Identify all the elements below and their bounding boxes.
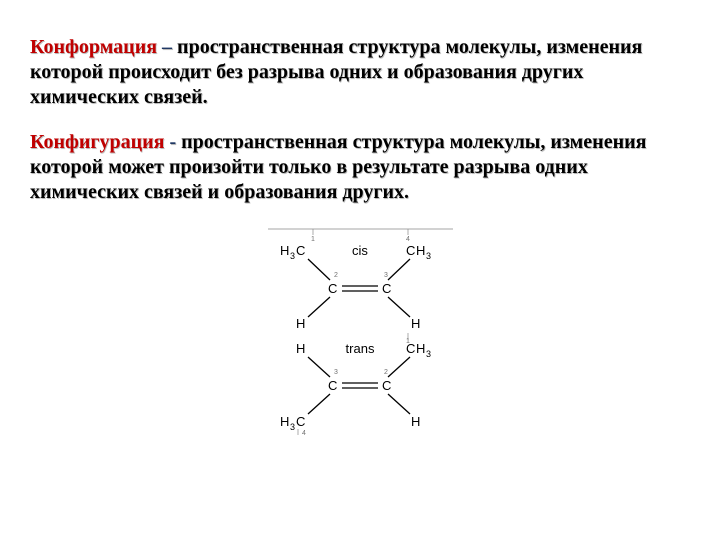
term-conformation: Конформация (30, 36, 157, 58)
cis-num-3: 3 (384, 272, 388, 279)
cis-c2: C (382, 281, 391, 296)
trans-bond-tr (388, 357, 410, 377)
cis-trans-diagram: 1 4 H 3 C C H 3 cis C C 2 3 (258, 225, 463, 435)
cis-ch3-right-sub: 3 (426, 251, 431, 261)
trans-h-tl: H (296, 341, 305, 356)
trans-h3c-h: H (280, 414, 289, 429)
diagram-container: 1 4 H 3 C C H 3 cis C C 2 3 (30, 225, 690, 435)
trans-h-br: H (411, 414, 420, 429)
cis-bond-tl (308, 259, 330, 280)
trans-num-2: 2 (384, 369, 388, 376)
cis-h3c-left-c: C (296, 243, 305, 258)
trans-ruler-4: 4 (302, 430, 306, 435)
cis-h-br: H (411, 316, 420, 331)
cis-bond-br (388, 297, 410, 317)
dash-1: – (157, 36, 177, 58)
term-configuration: Конфигурация (30, 131, 164, 153)
trans-ch3-sub: 3 (426, 349, 431, 359)
trans-ruler-1: 1 (406, 338, 410, 345)
cis-h3c-left: H (280, 243, 289, 258)
cis-h-bl: H (296, 316, 305, 331)
trans-bond-tl (308, 357, 330, 377)
dash-2: - (164, 131, 181, 153)
cis-bond-tr (388, 259, 410, 280)
definition-conformation: Конформация – пространственная структура… (30, 35, 690, 110)
cis-label: cis (352, 243, 368, 258)
cis-ch3-right-c: C (406, 243, 415, 258)
cis-bond-bl (308, 297, 330, 317)
trans-ch3-h: H (416, 341, 425, 356)
trans-num-3: 3 (334, 369, 338, 376)
ruler-num-4: 4 (406, 236, 410, 243)
trans-h3c-c: C (296, 414, 305, 429)
cis-c1: C (328, 281, 337, 296)
cis-num-2: 2 (334, 272, 338, 279)
definition-configuration: Конфигурация - пространственная структур… (30, 130, 690, 205)
ruler-num-1: 1 (311, 236, 315, 243)
cis-h3c-left-sub: 3 (290, 251, 295, 261)
trans-c2: C (382, 378, 391, 393)
trans-c1: C (328, 378, 337, 393)
trans-h3c-sub: 3 (290, 422, 295, 432)
slide-content: Конформация – пространственная структура… (0, 0, 720, 435)
trans-label: trans (345, 341, 374, 356)
cis-ch3-right-h: H (416, 243, 425, 258)
trans-bond-br (388, 394, 410, 414)
trans-bond-bl (308, 394, 330, 414)
